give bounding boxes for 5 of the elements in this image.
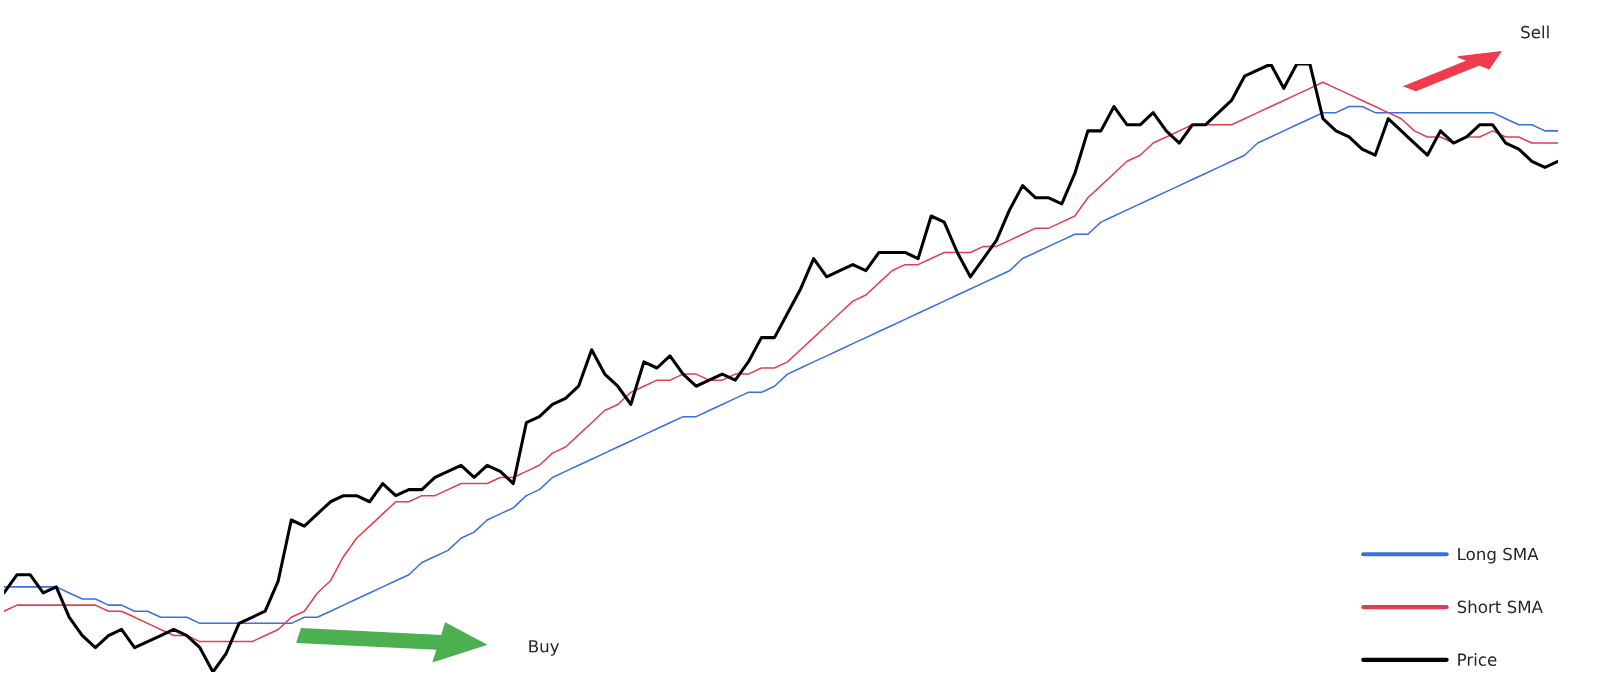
legend-label: Price [1458, 653, 1497, 666]
legend-label: Short SMA [1457, 600, 1543, 614]
text: Sell [1521, 25, 1549, 39]
annotation: Buy [529, 640, 560, 656]
legend-label: Long SMA [1458, 547, 1539, 564]
